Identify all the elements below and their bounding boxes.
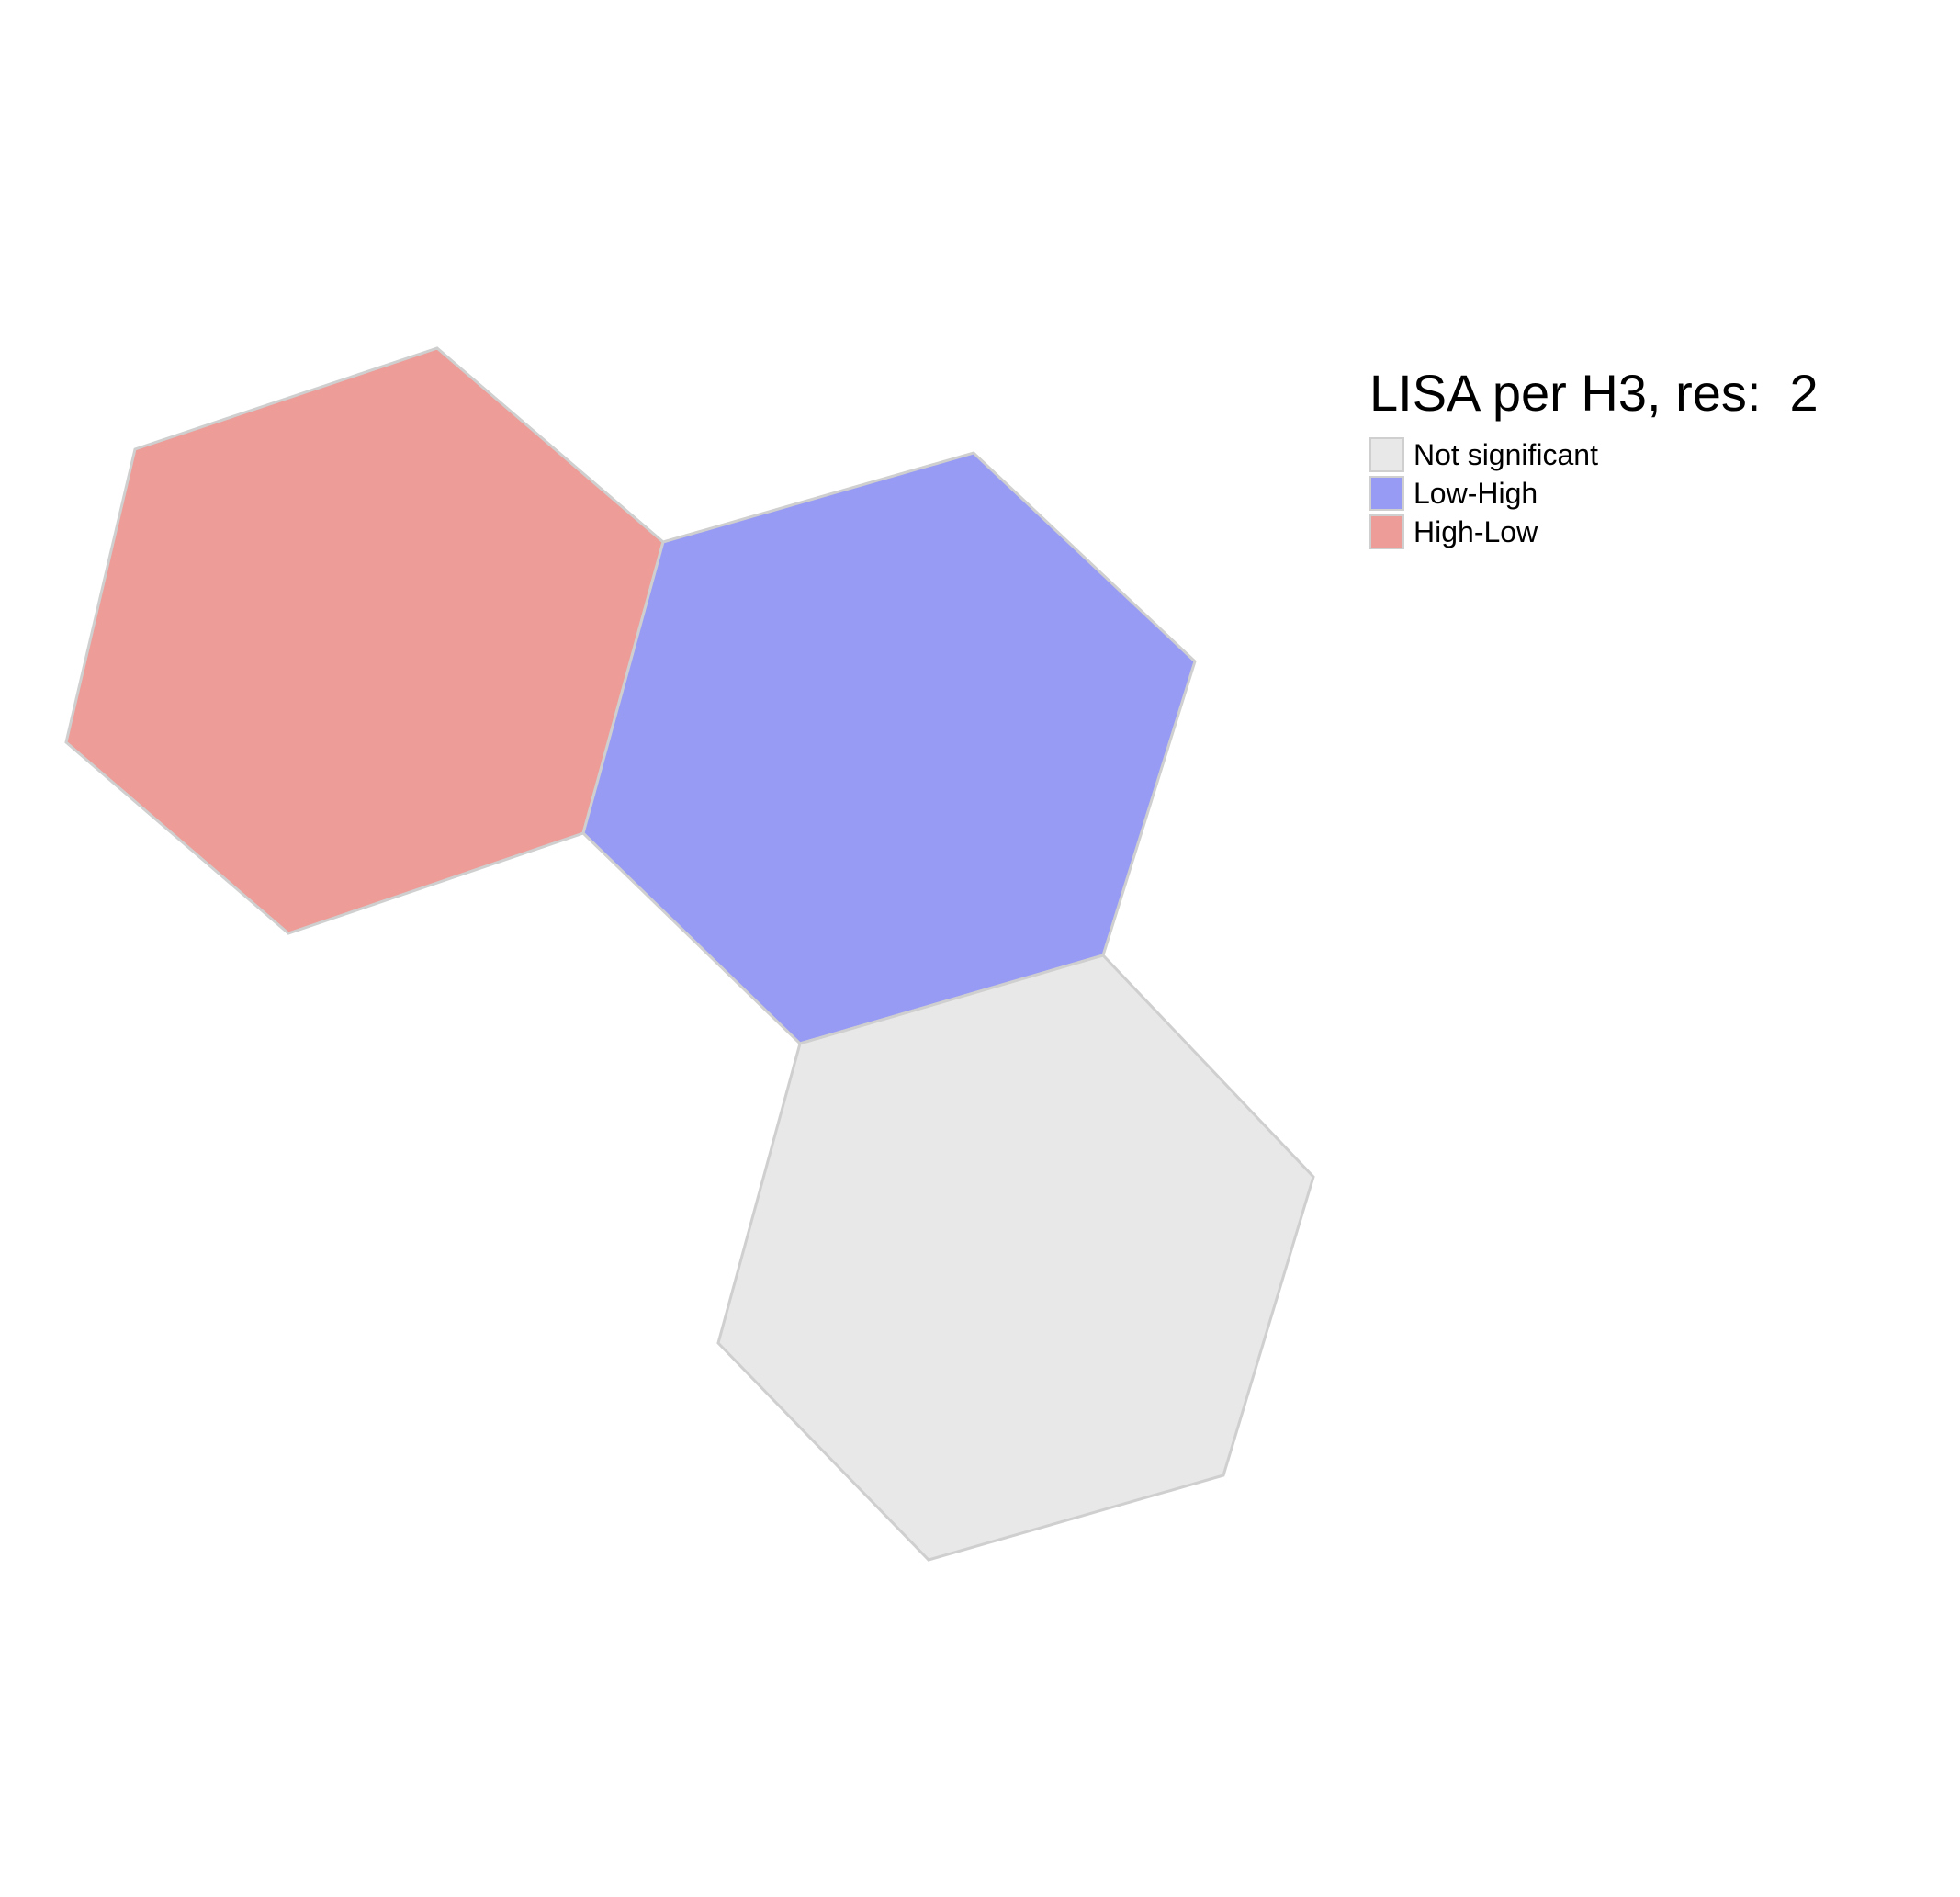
legend-swatch-low-high — [1369, 476, 1404, 511]
hex-cell-high-low — [64, 346, 665, 935]
legend-swatch-not-significant — [1369, 437, 1404, 472]
legend-swatch-high-low — [1369, 514, 1404, 549]
legend-item-low-high: Low-High — [1369, 474, 1819, 513]
hex-cell-not-significant — [716, 954, 1315, 1562]
legend-items: Not significant Low-High High-Low — [1369, 435, 1819, 551]
legend-title: LISA per H3, res: 2 — [1369, 364, 1819, 422]
legend-label-high-low: High-Low — [1414, 515, 1538, 548]
legend-item-not-significant: Not significant — [1369, 435, 1819, 474]
legend-label-low-high: Low-High — [1414, 477, 1538, 510]
map-legend: LISA per H3, res: 2 Not significant Low-… — [1369, 360, 1819, 551]
legend-label-not-significant: Not significant — [1414, 438, 1598, 471]
legend-item-high-low: High-Low — [1369, 513, 1819, 551]
